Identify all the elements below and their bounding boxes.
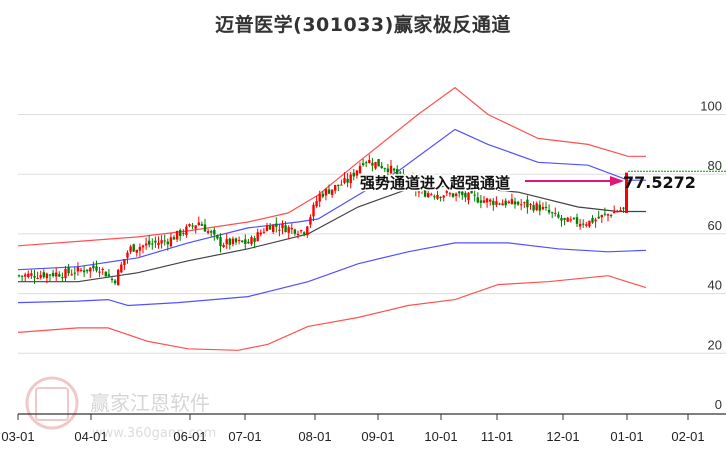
x-tick-label: 09-01 <box>361 429 394 444</box>
x-tick-label: 02-01 <box>671 429 704 444</box>
x-tick-label: 10-01 <box>424 429 457 444</box>
upper-outer-band-line <box>17 86 646 247</box>
watermark-logo-icon <box>25 376 79 430</box>
x-tick-label: 06-01 <box>173 429 206 444</box>
watermark-brand: 赢家江恩软件 <box>90 391 210 415</box>
y-tick-label: 100 <box>700 99 722 114</box>
watermark-url: www.360gann.com <box>92 426 216 441</box>
x-tick-label: 04-01 <box>74 429 107 444</box>
x-tick-label: 08-01 <box>298 429 331 444</box>
y-tick-label: 80 <box>708 158 722 173</box>
x-tick-label: 03-01 <box>1 429 34 444</box>
y-tick-label: 20 <box>708 337 722 352</box>
grid-lines: 0 20 40 60 80 100 <box>18 99 726 412</box>
y-tick-label: 40 <box>708 278 722 293</box>
x-tick-label: 07-01 <box>228 429 261 444</box>
axes: 03-01 04-01 06-01 07-01 08-01 09-01 10-01 11-01… <box>1 413 726 444</box>
arrow-head-icon <box>610 176 624 186</box>
last-candle <box>625 172 628 214</box>
y-tick-label: 0 <box>715 397 722 412</box>
upper-inner-band-line <box>17 128 646 271</box>
x-tick-label: 01-01 <box>610 429 643 444</box>
annotation: 强势通道进入超强通道 77.5272 <box>359 173 696 194</box>
last-value-label: 77.5272 <box>623 173 696 192</box>
lower-outer-band-line <box>17 275 647 351</box>
x-tick-label: 11-01 <box>481 429 513 444</box>
signal-annotation: 强势通道进入超强通道 <box>360 174 510 192</box>
middle-line-line <box>18 185 646 283</box>
watermark: 赢家江恩软件 www.360gann.com <box>25 376 216 441</box>
lower-inner-band-line <box>17 242 647 307</box>
chart-title: 迈普医学(301033)赢家极反通道 <box>215 14 511 36</box>
y-tick-label: 60 <box>708 218 722 233</box>
x-tick-label: 12-01 <box>546 429 579 444</box>
candlesticks <box>17 154 726 286</box>
channel-bands <box>17 86 647 351</box>
